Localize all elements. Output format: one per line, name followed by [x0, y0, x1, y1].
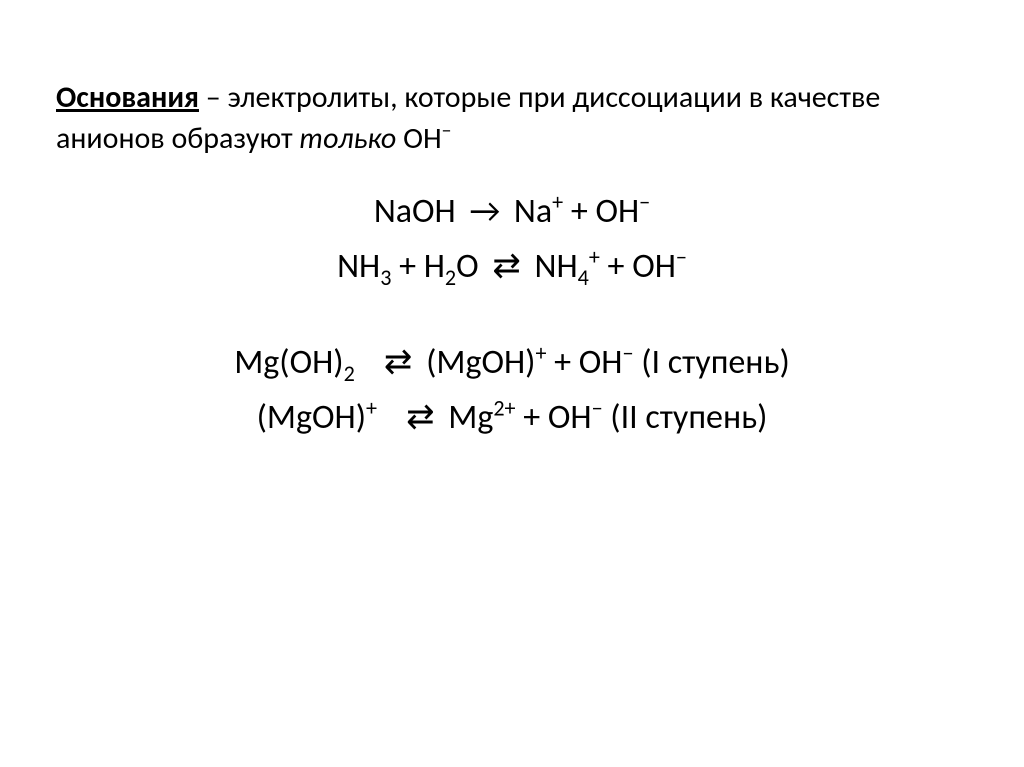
eq3-plus: +	[546, 342, 578, 383]
eq1-lhs: NaOH	[374, 191, 456, 232]
equation-mgoh-step2: (MgOH)+ ⇄ Mg2+ + OH− (II ступень)	[56, 393, 968, 442]
eq2-oh: OH	[632, 246, 676, 287]
eq1-oh-charge: −	[639, 189, 650, 216]
eq4-mg: Mg	[448, 397, 493, 438]
definition-emph: только	[299, 120, 396, 157]
eq1-plus: +	[563, 191, 595, 232]
equations-block: NaOH → Na+ + OH− NH3 + H2O ⇄ NH4+ + OH− …	[56, 187, 968, 442]
eq3-step-note: (I ступень)	[634, 342, 790, 383]
eq4-step-note: (II ступень)	[603, 397, 768, 438]
eq3-close-paren: )	[525, 342, 535, 383]
eq1-na: Na	[514, 191, 552, 232]
eq3-lhs: Mg(OH)	[234, 342, 343, 383]
eq4-open-paren: (	[257, 397, 267, 438]
eq2-plus1: +	[391, 246, 423, 287]
eq3-mgoh: MgOH	[436, 342, 525, 383]
eq2-nh: NH	[337, 246, 380, 287]
eq3-mgoh-charge: +	[535, 339, 546, 366]
eq2-h: H	[424, 246, 445, 287]
eq2-oh-charge: −	[676, 244, 687, 271]
eq2-o: O	[456, 246, 479, 287]
arrow-right-icon: →	[463, 187, 506, 236]
spacer	[56, 298, 968, 332]
eq4-mgoh: MgOH	[267, 397, 356, 438]
eq2-nh-sub: 3	[380, 264, 391, 291]
eq4-mg-charge: 2+	[493, 395, 515, 422]
eq1-na-charge: +	[552, 189, 563, 216]
eq3-oh-charge: −	[623, 339, 634, 366]
eq4-oh-charge: −	[592, 395, 603, 422]
definition-minus: −	[442, 119, 452, 143]
equilibrium-arrow-icon: ⇄	[400, 393, 441, 442]
definition-paragraph: Основания – электролиты, которые при дис…	[56, 78, 968, 159]
eq1-oh: OH	[595, 191, 639, 232]
eq3-oh: OH	[579, 342, 623, 383]
eq4-mgoh-charge: +	[366, 395, 377, 422]
eq2-nh4-sub: 4	[578, 264, 589, 291]
eq2-nh4-charge: +	[589, 244, 600, 271]
eq4-plus: +	[516, 397, 548, 438]
eq2-plus2: +	[600, 246, 632, 287]
slide-content: Основания – электролиты, которые при дис…	[0, 0, 1024, 767]
equation-naoh: NaOH → Na+ + OH−	[56, 187, 968, 236]
eq4-close-paren: )	[356, 397, 366, 438]
eq2-nh4: NH	[535, 246, 578, 287]
equation-mgoh2-step1: Mg(OH)2 ⇄ (MgOH)+ + OH− (I ступень)	[56, 338, 968, 387]
eq4-oh: OH	[548, 397, 592, 438]
equilibrium-arrow-icon: ⇄	[378, 338, 419, 387]
eq2-h-sub: 2	[445, 264, 456, 291]
term-underlined: Основания	[56, 79, 199, 116]
equation-nh3: NH3 + H2O ⇄ NH4+ + OH−	[56, 242, 968, 291]
definition-tail: ОН	[396, 120, 441, 157]
eq3-lhs-sub: 2	[344, 359, 355, 386]
eq3-open-paren: (	[426, 342, 436, 383]
equilibrium-arrow-icon: ⇄	[486, 242, 527, 291]
